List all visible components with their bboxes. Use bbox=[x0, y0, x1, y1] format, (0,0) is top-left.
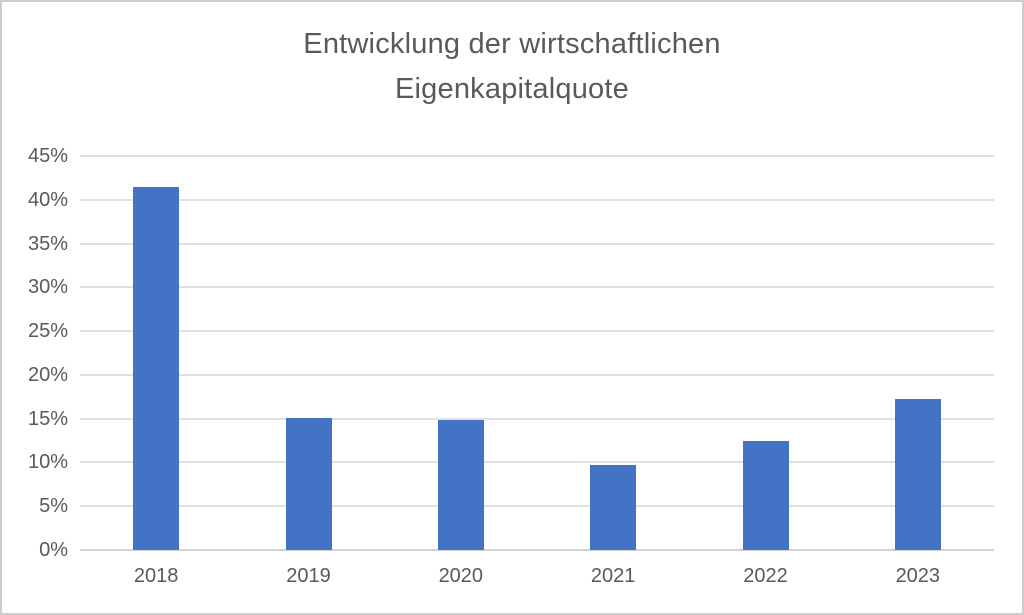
y-axis-tick-label: 40% bbox=[27, 188, 68, 211]
chart-title-line1: Entwicklung der wirtschaftlichen bbox=[303, 28, 721, 60]
bar-2019 bbox=[285, 417, 332, 550]
x-axis-label-2020: 2020 bbox=[438, 565, 484, 587]
gridline-20% bbox=[80, 373, 994, 376]
y-axis-tick-label: 35% bbox=[27, 232, 68, 255]
y-axis-tick-label: 30% bbox=[27, 276, 68, 299]
y-axis-tick-label: 5% bbox=[39, 495, 68, 518]
chart-title: Entwicklung der wirtschaftlichen Eigenka… bbox=[2, 22, 1022, 112]
bar-2021 bbox=[590, 465, 637, 550]
y-axis-tick-label: 15% bbox=[27, 407, 68, 430]
chart-title-line2: Eigenkapitalquote bbox=[395, 73, 629, 105]
gridline-35% bbox=[80, 242, 994, 245]
bar-2023 bbox=[894, 398, 941, 550]
y-axis-tick-label: 10% bbox=[27, 451, 68, 474]
x-axis-label-2021: 2021 bbox=[590, 565, 636, 587]
gridline-15% bbox=[80, 417, 994, 420]
bar-2018 bbox=[133, 186, 180, 550]
x-axis-label-2018: 2018 bbox=[133, 565, 179, 587]
x-axis-label-2022: 2022 bbox=[743, 565, 788, 587]
bar-2020 bbox=[437, 419, 484, 550]
gridline-25% bbox=[80, 330, 994, 333]
gridline-40% bbox=[80, 198, 994, 201]
bar-2022 bbox=[742, 441, 789, 550]
gridline-45% bbox=[80, 155, 994, 157]
x-axis-label-2019: 2019 bbox=[286, 565, 331, 587]
plot-area bbox=[80, 155, 994, 551]
y-axis-tick-label: 25% bbox=[27, 320, 68, 343]
y-axis-tick-label: 45% bbox=[27, 145, 68, 167]
x-axis-tick-labels: 2018 2019 2020 2021 2022 2023 bbox=[80, 562, 994, 592]
gridline-10% bbox=[80, 461, 994, 464]
x-axis-label-2023: 2023 bbox=[895, 565, 941, 587]
gridline-30% bbox=[80, 286, 994, 289]
y-axis-tick-label: 20% bbox=[27, 363, 68, 386]
y-axis-tick-label: 0% bbox=[39, 539, 68, 561]
x-axis-line bbox=[80, 549, 994, 551]
gridline-5% bbox=[80, 505, 994, 508]
